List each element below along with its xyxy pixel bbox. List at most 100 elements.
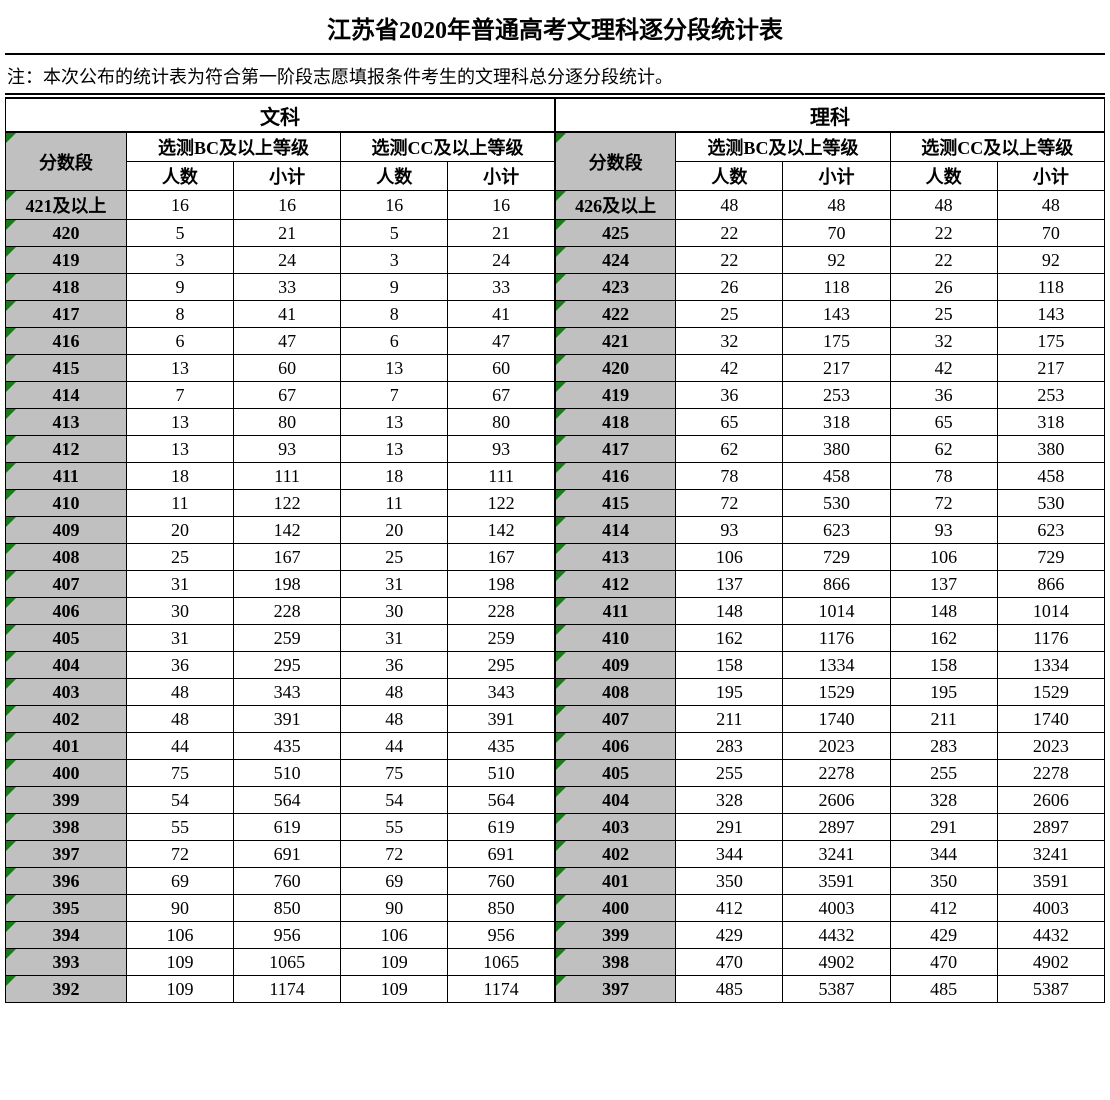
data-cell: 158 (890, 652, 997, 679)
score-cell: 411 (6, 463, 127, 490)
data-cell: 80 (448, 409, 555, 436)
data-cell: 106 (676, 544, 783, 571)
data-cell: 2897 (997, 814, 1104, 841)
data-cell: 510 (234, 760, 341, 787)
score-cell: 425 (555, 220, 676, 247)
data-cell: 3 (341, 247, 448, 274)
score-cell: 408 (555, 679, 676, 706)
data-cell: 60 (234, 355, 341, 382)
data-cell: 729 (997, 544, 1104, 571)
table-header: 文科 理科 分数段 选测BC及以上等级 选测CC及以上等级 分数段 选测BC及以… (6, 98, 1105, 191)
data-cell: 530 (783, 490, 890, 517)
data-cell: 3591 (783, 868, 890, 895)
data-cell: 148 (890, 598, 997, 625)
data-cell: 62 (890, 436, 997, 463)
data-cell: 11 (126, 490, 233, 517)
score-cell: 406 (555, 733, 676, 760)
score-cell: 409 (555, 652, 676, 679)
score-cell: 402 (6, 706, 127, 733)
data-cell: 20 (126, 517, 233, 544)
data-cell: 109 (341, 976, 448, 1003)
data-cell: 36 (676, 382, 783, 409)
score-cell: 415 (555, 490, 676, 517)
table-row: 415136013604204221742217 (6, 355, 1105, 382)
table-row: 42052152142522702270 (6, 220, 1105, 247)
table-row: 41011122111224157253072530 (6, 490, 1105, 517)
data-cell: 142 (448, 517, 555, 544)
data-cell: 167 (234, 544, 341, 571)
data-cell: 1014 (997, 598, 1104, 625)
score-cell: 406 (6, 598, 127, 625)
data-cell: 2606 (997, 787, 1104, 814)
data-cell: 137 (890, 571, 997, 598)
data-cell: 137 (676, 571, 783, 598)
data-cell: 47 (448, 328, 555, 355)
data-cell: 48 (783, 191, 890, 220)
data-cell: 217 (997, 355, 1104, 382)
data-cell: 253 (997, 382, 1104, 409)
data-cell: 143 (783, 301, 890, 328)
data-cell: 211 (890, 706, 997, 733)
data-cell: 67 (234, 382, 341, 409)
score-cell: 401 (555, 868, 676, 895)
data-cell: 148 (676, 598, 783, 625)
data-cell: 20 (341, 517, 448, 544)
data-cell: 4902 (997, 949, 1104, 976)
data-cell: 31 (126, 625, 233, 652)
score-cell: 394 (6, 922, 127, 949)
data-cell: 564 (234, 787, 341, 814)
data-cell: 343 (448, 679, 555, 706)
data-cell: 36 (341, 652, 448, 679)
data-cell: 283 (676, 733, 783, 760)
score-cell: 408 (6, 544, 127, 571)
data-cell: 530 (997, 490, 1104, 517)
data-cell: 93 (234, 436, 341, 463)
data-cell: 22 (890, 247, 997, 274)
table-row: 406302283022841114810141481014 (6, 598, 1105, 625)
data-cell: 485 (676, 976, 783, 1003)
data-cell: 162 (676, 625, 783, 652)
data-cell: 54 (126, 787, 233, 814)
data-cell: 60 (448, 355, 555, 382)
data-cell: 44 (341, 733, 448, 760)
data-cell: 167 (448, 544, 555, 571)
table-row: 405312593125941016211761621176 (6, 625, 1105, 652)
section-left: 文科 (6, 98, 555, 132)
col-subtotal: 小计 (783, 162, 890, 191)
table-row: 4082516725167413106729106729 (6, 544, 1105, 571)
table-row: 395908509085040041240034124003 (6, 895, 1105, 922)
data-cell: 866 (997, 571, 1104, 598)
data-cell: 291 (890, 814, 997, 841)
data-cell: 92 (783, 247, 890, 274)
data-cell: 5 (341, 220, 448, 247)
data-cell: 16 (126, 191, 233, 220)
data-cell: 458 (997, 463, 1104, 490)
data-cell: 1174 (234, 976, 341, 1003)
data-cell: 142 (234, 517, 341, 544)
col-count: 人数 (676, 162, 783, 191)
data-cell: 109 (126, 976, 233, 1003)
data-cell: 228 (234, 598, 341, 625)
table-row: 404362953629540915813341581334 (6, 652, 1105, 679)
section-right: 理科 (555, 98, 1105, 132)
data-cell: 3241 (997, 841, 1104, 868)
data-cell: 92 (997, 247, 1104, 274)
data-cell: 217 (783, 355, 890, 382)
score-cell: 407 (555, 706, 676, 733)
data-cell: 564 (448, 787, 555, 814)
table-row: 413138013804186531865318 (6, 409, 1105, 436)
data-cell: 198 (448, 571, 555, 598)
data-cell: 106 (126, 922, 233, 949)
data-cell: 16 (448, 191, 555, 220)
data-cell: 18 (126, 463, 233, 490)
data-cell: 259 (448, 625, 555, 652)
col-cc-left: 选测CC及以上等级 (341, 132, 555, 162)
score-cell: 410 (555, 625, 676, 652)
data-cell: 106 (890, 544, 997, 571)
score-cell: 423 (555, 274, 676, 301)
data-cell: 11 (341, 490, 448, 517)
table-row: 41118111181114167845878458 (6, 463, 1105, 490)
data-cell: 70 (997, 220, 1104, 247)
col-score-right: 分数段 (555, 132, 676, 191)
data-cell: 21 (234, 220, 341, 247)
